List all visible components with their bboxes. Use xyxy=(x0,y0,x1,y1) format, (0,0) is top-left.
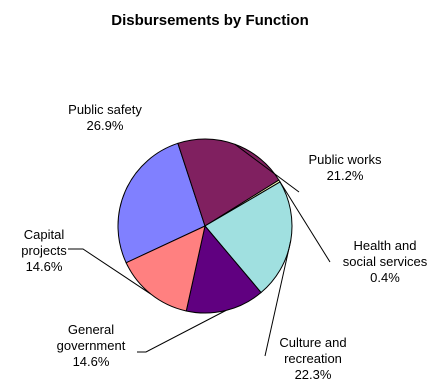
slice-name-line-1: Culture and xyxy=(279,335,347,350)
leader-line-culture-and-recreation xyxy=(264,240,292,357)
slice-label-culture-and-recreation: Culture and recreation 22.3% xyxy=(279,335,346,383)
slice-name-line-2: projects xyxy=(21,243,67,258)
slice-name-line-1: General xyxy=(67,322,115,337)
leader-line-capital-projects xyxy=(68,248,151,295)
slice-label-general-government: General government 14.6% xyxy=(57,322,126,370)
slice-value: 26.9% xyxy=(86,118,124,133)
slice-name-line-2: social services xyxy=(342,254,428,269)
slice-label-capital-projects: Capital projects 14.6% xyxy=(21,227,67,275)
slice-value: 0.4% xyxy=(370,270,400,285)
slice-name-line-2: recreation xyxy=(284,351,342,366)
leader-line-general-government xyxy=(137,310,227,353)
slice-label-public-safety: Public safety 26.9% xyxy=(68,102,142,134)
slice-value: 14.6% xyxy=(25,259,63,274)
slice-value: 22.3% xyxy=(294,367,332,382)
slice-value: 21.2% xyxy=(326,168,364,183)
slice-name: Public works xyxy=(308,152,382,167)
slice-label-health-and-social-services: Health and social services 0.4% xyxy=(343,238,428,286)
pie-slice-public-safety xyxy=(117,142,206,264)
pie-slice-general-government xyxy=(185,224,262,314)
leader-line-public-works xyxy=(234,143,300,193)
slice-name: Public safety xyxy=(68,102,142,117)
leader-line-health-and-social-services xyxy=(279,180,331,263)
slice-name-line-2: government xyxy=(56,338,126,353)
slice-label-public-works: Public works 21.2% xyxy=(309,152,382,184)
slice-name-line-1: Capital xyxy=(23,227,65,242)
slice-name-line-1: Health and xyxy=(353,238,417,253)
slice-value: 14.6% xyxy=(72,354,110,369)
chart-title: Disbursements by Function xyxy=(111,12,309,29)
